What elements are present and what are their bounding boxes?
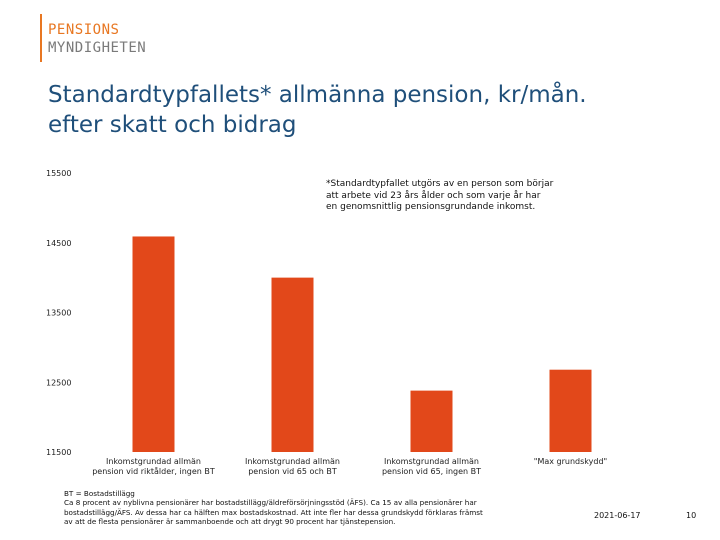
bar [132, 236, 175, 452]
page-number: 10 [686, 511, 697, 520]
footnote-line-3: bostadstillägg/ÄFS. Av dessa har ca hälf… [64, 507, 483, 517]
pension-bar-chart: 15500 14500 13500 12500 11500 Inkomstgrundad … [46, 169, 607, 476]
standard-case-note: *Standardtypfallet utgörs av en person s… [326, 179, 616, 214]
footnote: BT = Bostadstillägg Ca 8 procent av nybl… [64, 489, 544, 527]
slide-title: Standardtypfallets* allmänna pension, kr… [48, 80, 708, 140]
x-category-label: pension vid riktålder, ingen BT [92, 466, 215, 476]
slide-date: 2021-06-17 [594, 511, 641, 520]
pensionsmyndigheten-logo: PENSIONS MYNDIGHETEN [40, 14, 180, 62]
y-tick-label: 11500 [46, 448, 71, 457]
slide-title-line-1: Standardtypfallets* allmänna pension, kr… [48, 82, 587, 108]
x-category-label: pension vid 65 och BT [248, 467, 337, 476]
x-category-label: "Max grundskydd" [534, 457, 607, 466]
logo-line-1: PENSIONS [48, 22, 120, 38]
x-category-label: pension vid 65, ingen BT [382, 467, 481, 476]
footnote-line-1: BT = Bostadstillägg [64, 489, 135, 498]
bar [410, 390, 453, 452]
y-tick-label: 14500 [46, 239, 71, 248]
note-line-2: att arbete vid 23 års ålder och som varj… [326, 190, 541, 201]
logo-accent-bar [40, 14, 42, 62]
x-category-label: Inkomstgrundad allmän [106, 457, 201, 466]
note-line-1: *Standardtypfallet utgörs av en person s… [326, 179, 554, 189]
bar [549, 369, 592, 452]
y-tick-label: 13500 [46, 309, 71, 318]
bar [271, 277, 314, 452]
footnote-line-4: av att de flesta pensionärer är sammanbo… [64, 517, 396, 527]
footnote-line-2: Ca 8 procent av nyblivna pensionärer har… [64, 498, 477, 508]
slide-title-line-2: efter skatt och bidrag [48, 112, 297, 138]
y-tick-label: 15500 [46, 169, 71, 178]
y-tick-label: 12500 [46, 378, 71, 387]
x-category-label: Inkomstgrundad allmän [245, 457, 340, 466]
x-category-label: Inkomstgrundad allmän [384, 457, 479, 466]
logo-line-2: MYNDIGHETEN [48, 40, 147, 56]
note-line-3: en genomsnittlig pensionsgrundande inkom… [326, 202, 536, 212]
